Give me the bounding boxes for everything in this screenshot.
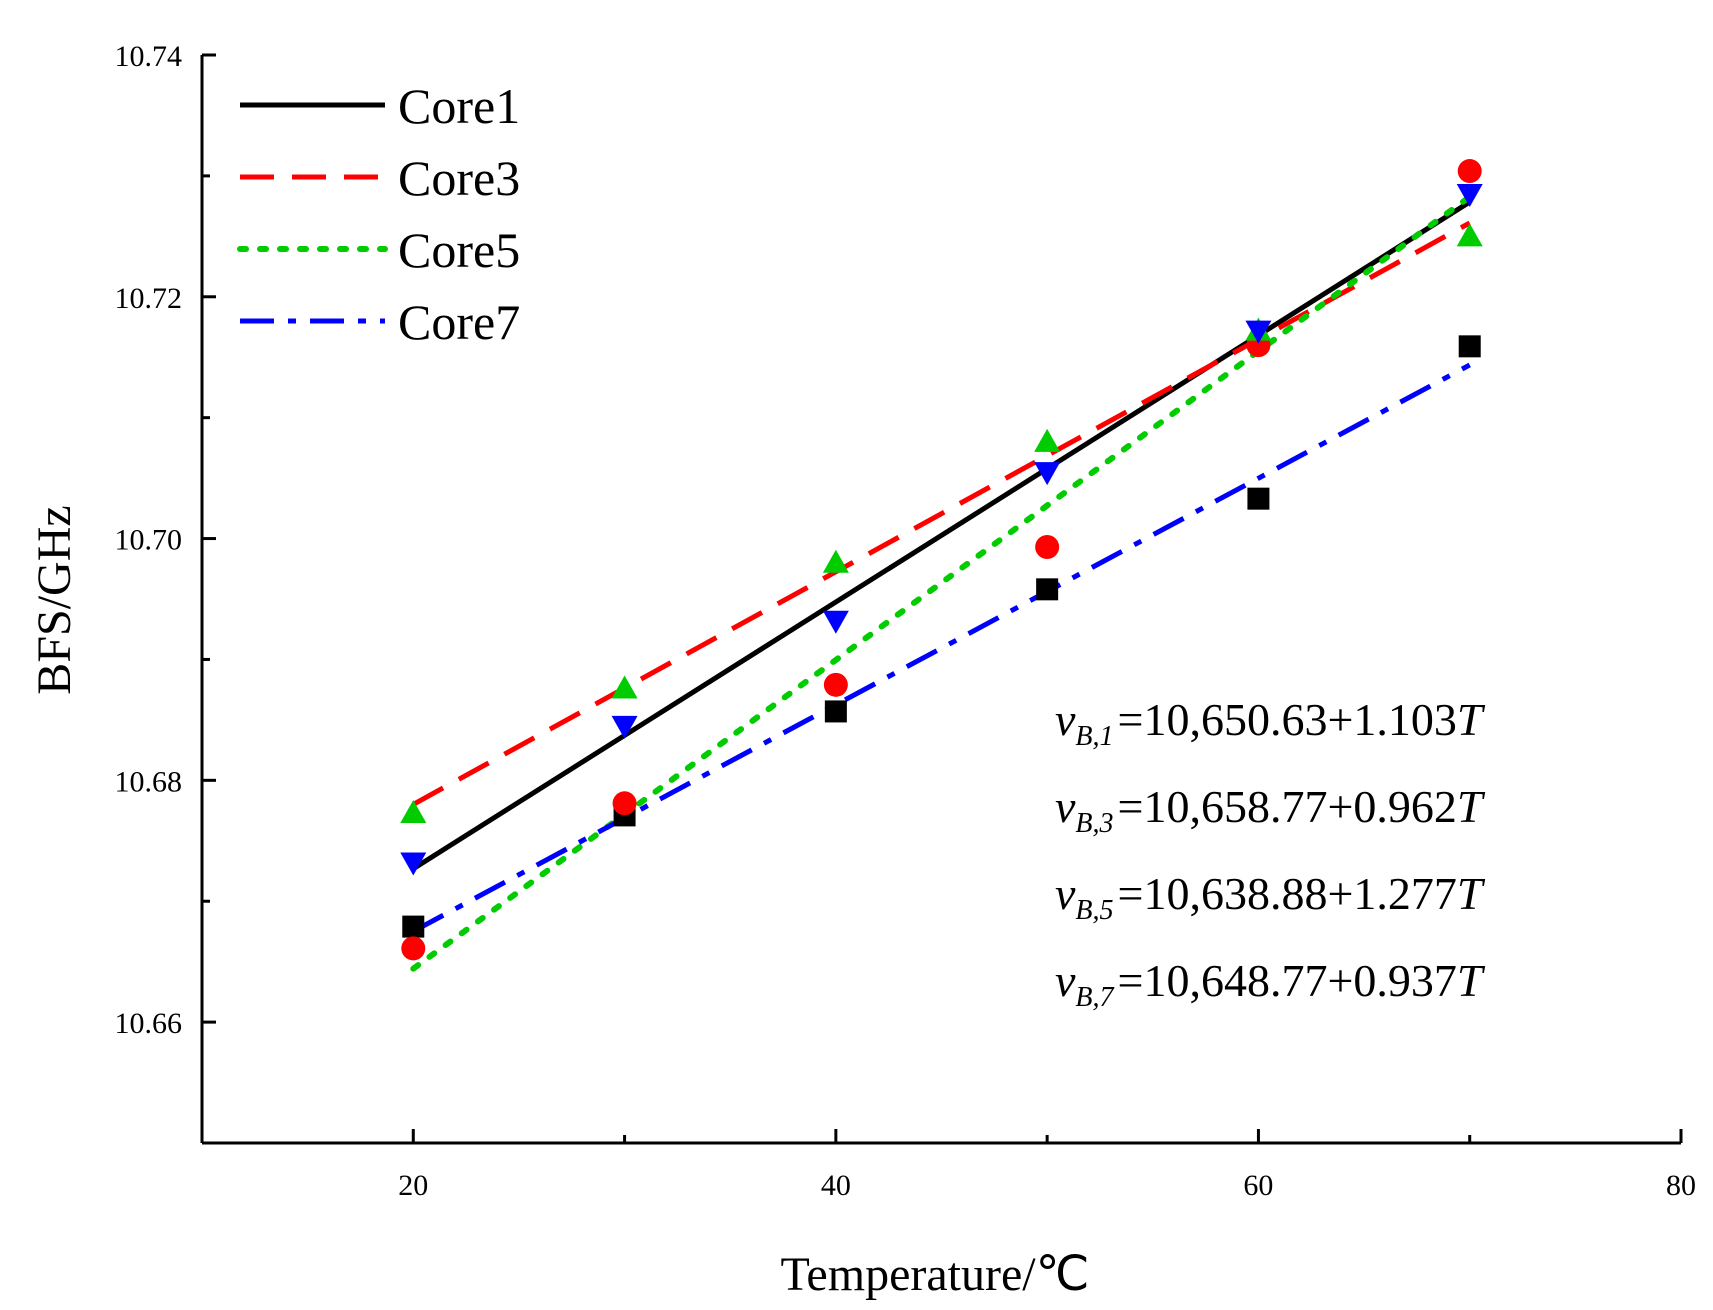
data-point-core7 [611, 715, 638, 739]
y-tick-label: 10.68 [115, 765, 183, 798]
data-point-core7 [822, 610, 849, 634]
x-tick-label: 80 [1666, 1169, 1696, 1202]
data-point-core1 [1458, 335, 1481, 358]
fit-equations: vB,1=10,650.63+1.103T vB,3=10,658.77+0.96… [1055, 694, 1486, 1013]
data-point-core3 [612, 791, 637, 816]
fit-lines [410, 193, 1473, 972]
data-point-core7 [400, 852, 427, 876]
data-point-core3 [823, 672, 848, 697]
fit-line-core7 [412, 362, 1471, 934]
legend-label-core3: Core3 [398, 150, 520, 206]
data-point-core1 [402, 915, 425, 938]
x-axis-title: Temperature/℃ [780, 1248, 1089, 1301]
data-point-core5 [1034, 428, 1061, 452]
fit-equation: vB,1=10,650.63+1.103T [1055, 694, 1486, 752]
y-tick-label: 10.74 [115, 40, 183, 73]
data-point-core7 [1034, 462, 1061, 486]
fit-equation: vB,5=10,638.88+1.277T [1055, 868, 1486, 926]
data-point-core5 [611, 675, 638, 699]
data-point-core5 [1456, 223, 1483, 247]
legend-label-core5: Core5 [398, 222, 520, 278]
y-axis-title: BFS/GHz [28, 505, 81, 694]
data-point-core3 [1457, 159, 1482, 184]
data-point-core1 [1247, 487, 1270, 510]
fit-line-core1 [411, 199, 1472, 871]
data-point-core7 [1456, 184, 1483, 208]
data-point-core3 [1035, 535, 1060, 560]
data-point-core1 [1036, 578, 1059, 601]
y-tick-label: 10.66 [115, 1007, 183, 1040]
fit-equation: vB,7=10,648.77+0.937T [1055, 955, 1486, 1013]
x-tick-label: 20 [398, 1169, 428, 1202]
data-point-core7 [1245, 320, 1272, 344]
axes [200, 55, 1681, 1145]
ticks: 20 40 60 80 10.66 10.68 10.70 10.72 10.74 [115, 40, 1697, 1202]
x-tick-label: 40 [821, 1169, 851, 1202]
fit-equation: vB,3=10,658.77+0.962T [1055, 781, 1486, 839]
data-point-core5 [822, 549, 849, 573]
legend-label-core1: Core1 [398, 78, 520, 134]
data-point-core1 [824, 700, 847, 723]
data-markers [400, 159, 1483, 961]
data-point-core5 [400, 799, 427, 823]
fit-line-core3 [412, 220, 1471, 807]
fit-line-core5 [410, 193, 1473, 972]
legend: Core1 Core3 Core5 Core7 [237, 78, 520, 350]
data-point-core3 [401, 936, 426, 961]
legend-label-core7: Core7 [398, 294, 520, 350]
y-tick-label: 10.70 [115, 524, 183, 557]
y-tick-label: 10.72 [115, 282, 183, 315]
x-tick-label: 60 [1243, 1169, 1273, 1202]
